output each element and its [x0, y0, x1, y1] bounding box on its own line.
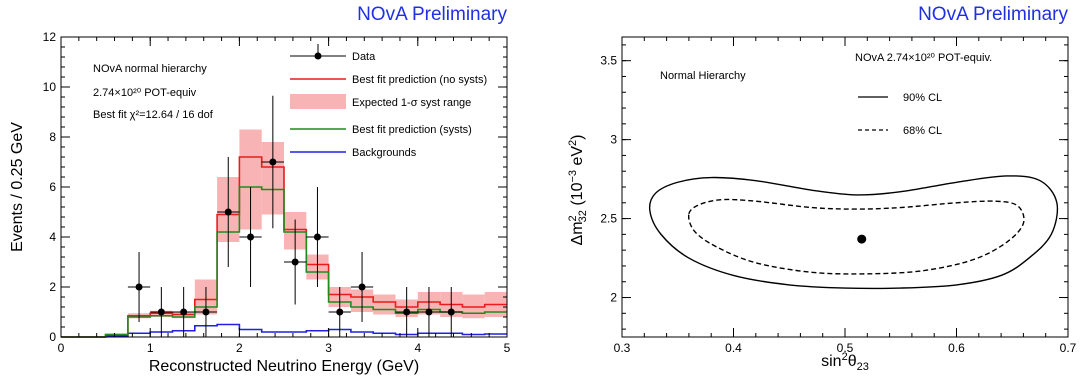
legend-bkg-label: Backgrounds: [352, 147, 417, 159]
legend-68cl-label: 68% CL: [903, 125, 942, 137]
y-tick-label: 0: [49, 330, 56, 344]
x-tick-label: 0.7: [1060, 341, 1077, 355]
left-preliminary-label: NOvA Preliminary: [357, 4, 507, 25]
y-tick-label: 6: [49, 180, 56, 194]
data-point: [417, 287, 441, 337]
left-x-axis-label: Reconstructed Neutrino Energy (GeV): [149, 358, 419, 375]
data-point: [261, 95, 284, 229]
chi2-annotation: Best fit χ²=12.64 / 16 dof: [93, 109, 214, 121]
right-axis-ticks: 0.3 0.4 0.5 0.6 0.7 2 2.5 3 3.5: [600, 37, 1077, 355]
data-points: [127, 95, 463, 337]
data-point: [127, 252, 151, 322]
legend-nosyst-label: Best fit prediction (no systs): [352, 74, 487, 86]
syst-band-bin: [239, 129, 262, 230]
contour-68cl: [687, 198, 1025, 275]
confidence-contours: [648, 175, 1059, 290]
x-tick-label: 0.3: [614, 341, 631, 355]
data-point: [395, 287, 418, 337]
x-tick-label: 0.4: [725, 341, 742, 355]
x-tick-label: 0: [58, 341, 65, 355]
legend-90cl-label: 90% CL: [903, 92, 942, 104]
data-point: [172, 287, 195, 337]
legend-band-swatch: [290, 94, 346, 109]
legend-band-label: Expected 1-σ syst range: [352, 97, 471, 109]
x-tick-label: 3: [325, 341, 332, 355]
contour-panel: NOvA Preliminary 0.3 0.4 0.5 0.6 0.7 2 2.5 3 3.5…: [567, 4, 1077, 373]
data-point: [328, 287, 351, 337]
data-point: [306, 187, 329, 287]
y-tick-label: 2: [49, 280, 56, 294]
y-tick-label: 2.5: [600, 212, 617, 226]
x-tick-label: 0.5: [837, 341, 854, 355]
right-preliminary-label: NOvA Preliminary: [918, 4, 1068, 25]
syst-band-bin: [373, 294, 396, 315]
y-tick-label: 3.5: [600, 54, 617, 68]
right-legend: 90% CL 68% CL: [858, 92, 942, 137]
y-tick-label: 3: [610, 133, 617, 147]
y-tick-label: 2: [610, 291, 617, 305]
right-x-axis-label: sin2θ23: [821, 351, 869, 373]
left-legend: Data Best fit prediction (no systs) Expe…: [290, 44, 487, 159]
left-y-axis-label: Events / 0.25 GeV: [9, 122, 26, 252]
x-tick-label: 4: [414, 341, 421, 355]
x-tick-label: 0.6: [948, 341, 965, 355]
legend-syst-label: Best fit prediction (systs): [352, 124, 472, 136]
data-point: [440, 287, 463, 337]
data-point: [350, 252, 374, 322]
right-plot-frame: [621, 36, 1069, 338]
legend-data-label: Data: [352, 51, 376, 63]
x-tick-label: 2: [236, 341, 243, 355]
data-point: [150, 287, 173, 337]
right-pot-annotation: NOvA 2.74×10²⁰ POT-equiv.: [855, 52, 992, 64]
y-tick-label: 12: [43, 30, 57, 44]
contour-90cl: [648, 175, 1059, 290]
data-point: [194, 287, 218, 337]
y-tick-label: 8: [49, 130, 56, 144]
right-y-axis-label: Δm232 (10−3 eV2): [567, 135, 589, 246]
y-tick-label: 4: [49, 230, 56, 244]
pot-annotation: 2.74×10²⁰ POT-equiv: [93, 87, 197, 99]
x-tick-label: 5: [504, 341, 511, 355]
best-fit-point: [857, 234, 867, 244]
data-point: [217, 157, 240, 267]
y-tick-label: 10: [43, 80, 57, 94]
data-point: [239, 187, 262, 287]
data-point: [284, 219, 307, 305]
hierarchy-annotation: NOvA normal hierarchy: [93, 63, 207, 75]
right-hierarchy-annotation: Normal Hierarchy: [660, 70, 746, 82]
legend-data-marker: [314, 52, 322, 60]
x-tick-label: 1: [147, 341, 154, 355]
